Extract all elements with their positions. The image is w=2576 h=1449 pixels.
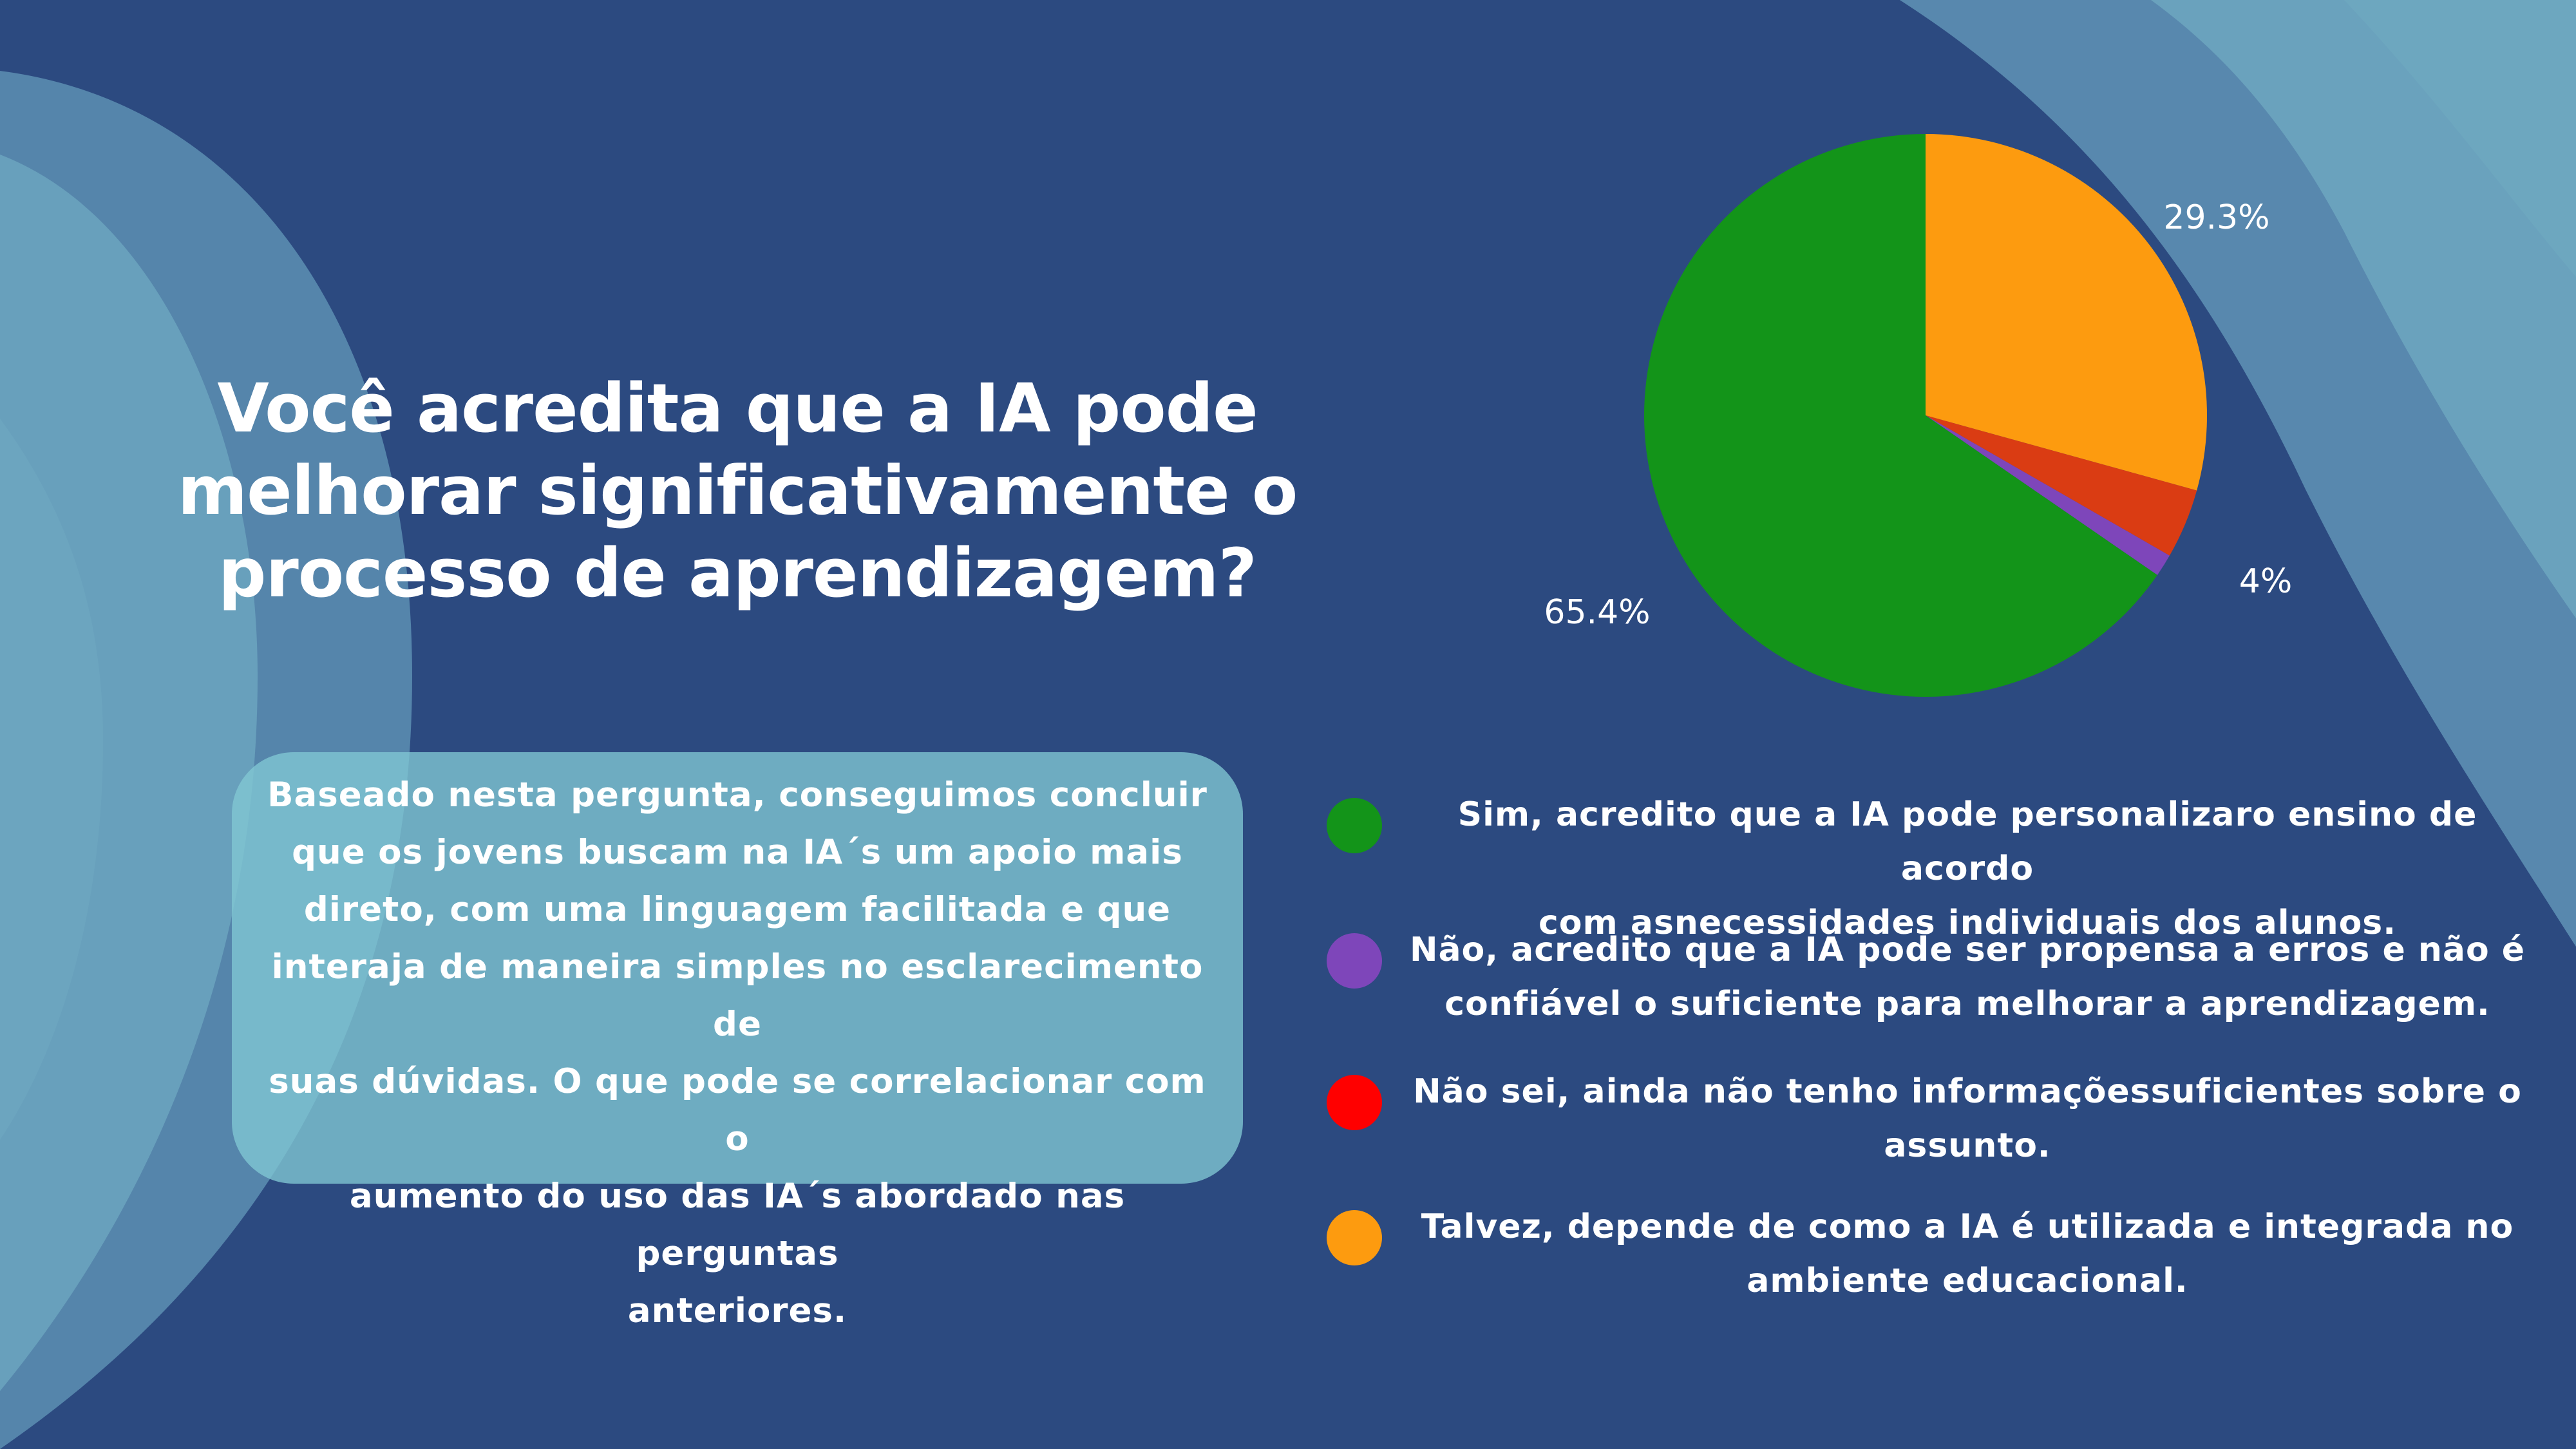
legend-label: Não, acredito que a IA pode ser propensa… — [1397, 923, 2537, 1031]
conclusion-line: interaja de maneira simples no esclareci… — [271, 947, 1204, 1044]
legend-label: Talvez, depende de como a IA é utilizada… — [1397, 1200, 2537, 1308]
pie-data-label: 29.3% — [2163, 198, 2269, 237]
conclusion-text: Baseado nesta pergunta, conseguimos conc… — [258, 766, 1217, 1340]
conclusion-box: Baseado nesta pergunta, conseguimos conc… — [232, 752, 1243, 1331]
right-wave-core — [2344, 0, 2576, 277]
legend-label-line: ambiente educacional. — [1747, 1262, 2188, 1300]
conclusion-line: aumento do uso das IA´s abordado nas per… — [349, 1177, 1126, 1273]
conclusion-line: suas dúvidas. O que pode se correlaciona… — [269, 1062, 1206, 1159]
legend-label-line: com asnecessidades individuais dos aluno… — [1538, 904, 2397, 942]
conclusion-line: que os jovens buscam na IA´s um apoio ma… — [292, 833, 1183, 872]
legend-label-line: Não, acredito que a IA pode ser propensa… — [1409, 931, 2526, 969]
legend-label-line: assunto. — [1884, 1126, 2051, 1165]
legend-swatch — [1327, 933, 1382, 989]
conclusion-line: Baseado nesta pergunta, conseguimos conc… — [267, 775, 1208, 815]
title-line: Você acredita que a IA pode — [217, 369, 1258, 448]
legend-label-line: Sim, acredito que a IA pode personalizar… — [1457, 795, 2477, 888]
legend-swatch — [1327, 1075, 1382, 1130]
left-wave-inner — [0, 155, 258, 1391]
pie-data-label: 65.4% — [1544, 593, 1650, 632]
legend-swatch — [1327, 798, 1382, 853]
conclusion-line: anteriores. — [627, 1291, 848, 1331]
pie-slice — [1926, 134, 2207, 491]
legend-label-line: Não sei, ainda não tenho informaçõessufi… — [1413, 1072, 2522, 1111]
legend-label: Sim, acredito que a IA pode personalizar… — [1397, 788, 2537, 950]
legend-label-line: confiável o suficiente para melhorar a a… — [1444, 985, 2490, 1023]
title-line: melhorar significativamente o — [177, 451, 1298, 530]
right-wave-inner — [2151, 0, 2576, 618]
pie-slice — [1926, 415, 2197, 556]
legend-swatch — [1327, 1210, 1382, 1265]
left-wave-core — [0, 419, 103, 1140]
question-title: Você acredita que a IA pode melhorar sig… — [174, 367, 1301, 614]
legend-label-line: Talvez, depende de como a IA é utilizada… — [1421, 1208, 2514, 1246]
title-line: processo de aprendizagem? — [218, 534, 1257, 612]
pie-slice — [1644, 134, 2157, 697]
pie-data-label: 4% — [2239, 562, 2293, 601]
pie-slice — [1926, 415, 2170, 575]
pie-chart: 29.3% 4% 65.4% — [1544, 134, 2293, 697]
legend-label: Não sei, ainda não tenho informaçõessufi… — [1397, 1065, 2537, 1173]
conclusion-line: direto, com uma linguagem facilitada e q… — [303, 890, 1171, 929]
